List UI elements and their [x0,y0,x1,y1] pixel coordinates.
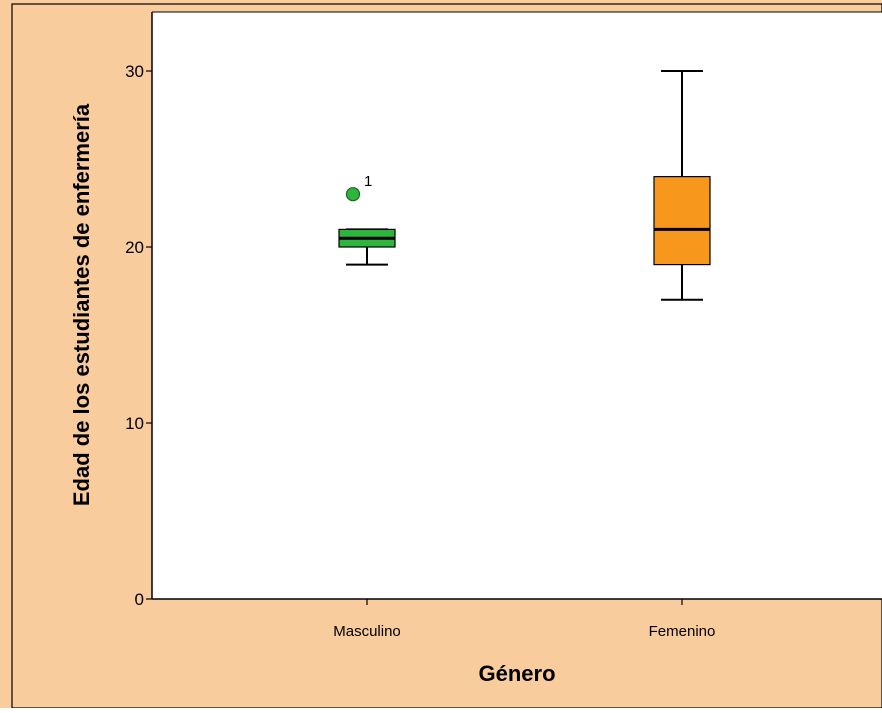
x-axis-title: Género [478,661,555,686]
box [653,176,711,266]
outlier-label: 1 [364,173,372,190]
x-tick-label: Masculino [333,623,401,640]
plot-area [152,12,882,599]
y-tick-label: 10 [125,414,144,433]
y-axis-title: Edad de los estudiantes de enfermería [69,103,94,506]
y-tick-label: 20 [125,238,144,257]
x-tick-label: Femenino [649,623,716,640]
y-tick-label: 30 [125,62,144,81]
y-tick-label: 0 [135,590,144,609]
outlier-point [345,187,361,202]
